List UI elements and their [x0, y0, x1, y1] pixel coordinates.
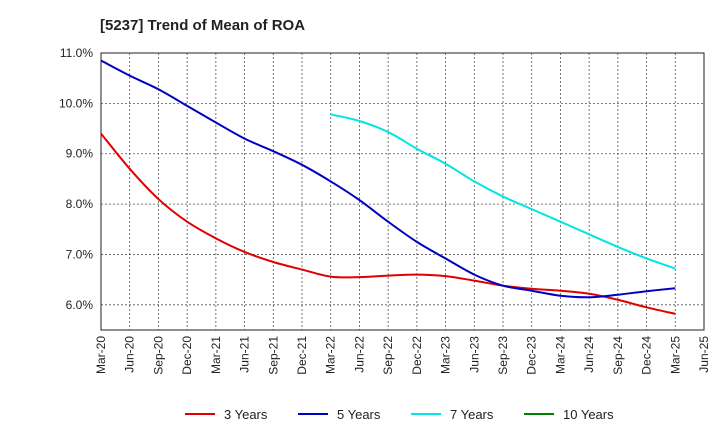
x-tick-label: Sep-22 [381, 336, 395, 375]
x-tick-label: Dec-22 [410, 336, 424, 375]
x-tick-label: Dec-23 [525, 336, 539, 375]
y-tick-label: 7.0% [66, 247, 94, 261]
x-tick-label: Jun-23 [467, 336, 481, 373]
legend-label-7-years: 7 Years [450, 407, 494, 422]
legend-label-10-years: 10 Years [563, 407, 614, 422]
y-tick-label: 10.0% [59, 96, 93, 110]
x-tick-label: Dec-21 [295, 336, 309, 375]
x-tick-label: Mar-22 [324, 336, 338, 374]
x-tick-label: Jun-22 [352, 336, 366, 373]
x-tick-label: Mar-20 [94, 336, 108, 374]
legend-label-3-years: 3 Years [224, 407, 268, 422]
legend: 3 Years 5 Years 7 Years 10 Years [185, 407, 614, 422]
x-tick-label: Dec-24 [640, 336, 654, 375]
chart-title: [5237] Trend of Mean of ROA [100, 17, 305, 34]
y-tick-label: 11.0% [60, 46, 93, 60]
y-tick-label: 6.0% [66, 298, 94, 312]
y-tick-label: 9.0% [66, 147, 94, 161]
series-line-3-years [100, 132, 676, 315]
x-tick-label: Mar-24 [553, 336, 567, 374]
x-tick-label: Sep-23 [496, 336, 510, 375]
x-tick-label: Jun-25 [697, 336, 711, 373]
x-axis-tick-labels: Mar-20 Jun-20 Sep-20 Dec-20 Mar-21 Jun-21 Sep-… [94, 336, 711, 375]
x-tick-label: Sep-21 [266, 336, 280, 375]
grid-lines [101, 52, 704, 330]
x-tick-label: Jun-21 [238, 336, 252, 373]
x-tick-label: Jun-24 [582, 336, 596, 373]
x-tick-label: Mar-23 [439, 336, 453, 374]
x-tick-label: Mar-25 [668, 336, 682, 374]
legend-label-5-years: 5 Years [337, 407, 381, 422]
series-line-5-years [100, 59, 676, 299]
x-tick-label: Sep-24 [611, 336, 625, 375]
y-tick-label: 8.0% [66, 197, 94, 211]
x-tick-label: Sep-20 [151, 336, 165, 375]
series-line-7-years [330, 113, 676, 270]
x-tick-label: Mar-21 [209, 336, 223, 374]
x-tick-label: Dec-20 [180, 336, 194, 375]
series-lines [100, 59, 676, 315]
plot-area-border [100, 52, 705, 331]
y-axis-tick-labels: 6.0% 7.0% 8.0% 9.0% 10.0% 11.0% [59, 46, 93, 312]
x-tick-label: Jun-20 [123, 336, 137, 373]
